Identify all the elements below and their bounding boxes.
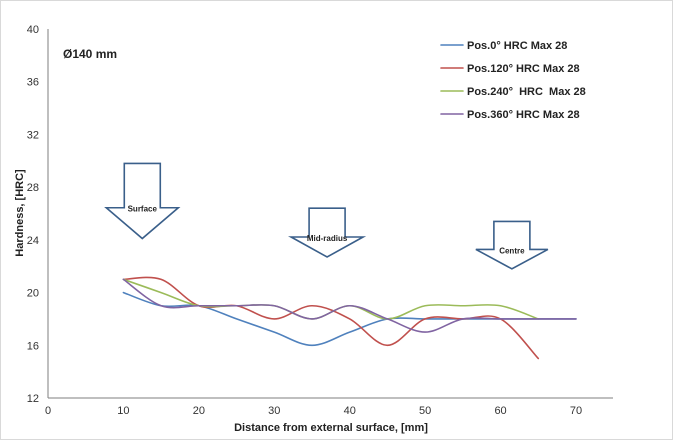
arrow-centre-shape	[475, 220, 549, 270]
x-axis-title: Distance from external surface, [mm]	[234, 422, 428, 434]
arrow-mid-radius-shape	[287, 207, 367, 258]
x-tick-label: 20	[193, 405, 205, 417]
axes	[47, 29, 613, 399]
position-arrows: Surface Mid-radius Centre	[104, 162, 549, 270]
x-tick-label: 30	[268, 405, 280, 417]
x-tick-label: 0	[45, 405, 51, 417]
arrow-mid-radius-label: Mid-radius	[307, 234, 348, 243]
x-tick-label: 10	[117, 405, 129, 417]
arrow-surface-shape	[104, 162, 181, 240]
legend-label-pos360: Pos.360° HRC Max 28	[467, 109, 580, 121]
legend-label-pos120: Pos.120° HRC Max 28	[467, 63, 580, 75]
legend-label-pos240: Pos.240° HRC Max 28	[467, 86, 586, 98]
tick-labels: 0 10 20 30 40 50 60 70 12 16 20 24 28 32 36 40	[27, 24, 582, 417]
y-axis-title: Hardness, [HRC]	[14, 169, 26, 257]
legend: Pos.0° HRC Max 28 Pos.120° HRC Max 28 Po…	[440, 40, 586, 121]
arrow-surface-label: Surface	[128, 205, 158, 214]
y-tick-label: 20	[27, 288, 39, 300]
y-tick-label: 36	[27, 77, 39, 89]
x-tick-label: 50	[419, 405, 431, 417]
chart-subtitle: Ø140 mm	[63, 47, 117, 61]
y-tick-label: 28	[27, 182, 39, 194]
y-tick-label: 32	[27, 129, 39, 141]
x-tick-label: 40	[344, 405, 356, 417]
y-tick-label: 40	[27, 24, 39, 36]
series-line-3	[122, 278, 577, 333]
y-tick-label: 16	[27, 340, 39, 352]
arrow-centre-label: Centre	[499, 246, 525, 255]
legend-label-pos0: Pos.0° HRC Max 28	[467, 40, 567, 52]
x-tick-label: 70	[570, 405, 582, 417]
y-tick-label: 12	[27, 393, 39, 405]
y-tick-label: 24	[27, 235, 39, 247]
data-series	[122, 276, 577, 360]
x-tick-label: 60	[494, 405, 506, 417]
